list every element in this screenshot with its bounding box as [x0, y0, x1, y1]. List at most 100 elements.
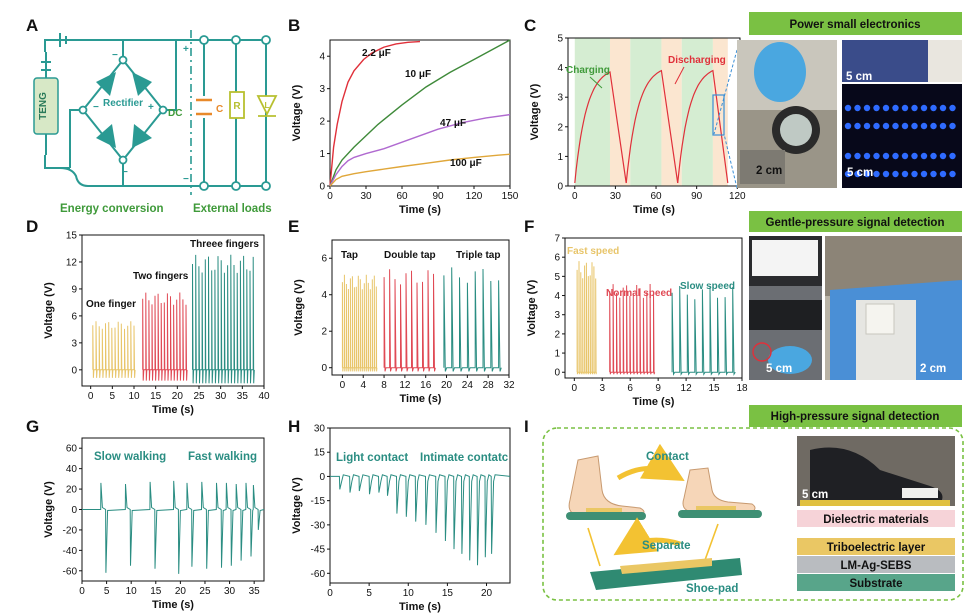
- charge-cycle-2: [677, 69, 729, 184]
- layer-label-2: LM-Ag-SEBS: [841, 560, 912, 572]
- foot-lifted-illustration: [566, 455, 646, 520]
- panel-c-photos: Power small electronics 2 cm 5 cm 5 cm: [712, 12, 962, 189]
- discharging-pointer: [674, 66, 685, 85]
- plot-frame: [81, 234, 265, 387]
- x-tick-label: 30: [610, 191, 622, 202]
- slow-walking-label: Slow walking: [94, 451, 166, 463]
- y-tick-label: 0: [557, 182, 563, 193]
- fast-walking-label: Fast walking: [188, 451, 257, 463]
- pulse-train-0: [341, 274, 378, 372]
- panel-d: D 0 5 10 15 20 25 30 35 40 0 3 6 9 12 15 Time (s) Voltage…: [26, 217, 270, 416]
- shade-band-4: [681, 38, 713, 186]
- panel-f-letter: F: [524, 217, 534, 236]
- y-tick-label: -15: [311, 496, 326, 507]
- y-tick-label: 20: [66, 485, 78, 496]
- contact-signal: [330, 473, 511, 566]
- y-tick-label: 0: [319, 182, 325, 193]
- panel-c-letter: C: [524, 16, 536, 35]
- y-tick-label: -45: [311, 545, 326, 556]
- photo-i-scale-label: 5 cm: [802, 489, 828, 501]
- led-dot: [882, 104, 890, 112]
- x-tick-label: 120: [729, 191, 746, 202]
- led-dot: [873, 152, 880, 160]
- ground-symbol: [59, 33, 67, 47]
- discharging-annotation: Discharging: [668, 55, 726, 66]
- led-dot: [930, 122, 937, 130]
- x-tick-label: 15: [442, 588, 454, 599]
- led-dot: [920, 152, 928, 160]
- series-line-1: [329, 39, 511, 187]
- layer-swatch-2: [797, 556, 955, 573]
- x-tick-label: 18: [736, 383, 748, 394]
- led-dot: [882, 170, 890, 178]
- series-label-1: 10 μF: [405, 69, 431, 80]
- x-axis-label: Time (s): [633, 204, 675, 216]
- x-tick-label: 32: [503, 380, 515, 391]
- pulse-train-1: [383, 269, 436, 372]
- led-dot: [892, 170, 899, 178]
- terminals: [78, 35, 271, 191]
- led-dot: [930, 170, 937, 178]
- series-label-2: 47 μF: [440, 118, 466, 129]
- y-tick-label: 0: [554, 368, 560, 379]
- charging-annotation: Charging: [566, 65, 610, 76]
- pulse-train-0: [92, 321, 136, 378]
- led-dot: [882, 122, 890, 130]
- group-label-2: Threee fingers: [190, 239, 259, 250]
- y-tick-label: 6: [321, 254, 327, 265]
- led-dot: [901, 104, 909, 112]
- shade-band-5: [712, 38, 728, 186]
- banner-gentle-pressure: [749, 211, 962, 232]
- x-tick-label: 8: [381, 380, 387, 391]
- dc-minus: −: [183, 174, 189, 185]
- x-tick-label: 0: [79, 586, 85, 597]
- y-tick-label: 0: [319, 472, 325, 483]
- y-tick-label: 0: [71, 365, 77, 376]
- led-label: L: [265, 101, 270, 110]
- y-axis-label: Voltage (V): [43, 282, 55, 339]
- y-tick-label: 4: [319, 52, 325, 63]
- x-tick-label: 60: [650, 191, 662, 202]
- x-tick-label: 150: [502, 191, 519, 202]
- y-tick-label: 3: [71, 338, 77, 349]
- y-tick-label: 6: [71, 311, 77, 322]
- y-tick-label: 3: [554, 310, 560, 321]
- led-dot: [920, 122, 928, 130]
- pulse-train-2: [192, 254, 255, 384]
- y-tick-label: 4: [557, 63, 563, 74]
- panel-b: B 0 30 60 90 120 150 0 1 2 3 4 Time (s) Voltage (V) 2.…: [288, 16, 519, 216]
- led-dot: [854, 152, 861, 160]
- led-dot: [949, 170, 956, 178]
- x-tick-label: 5: [104, 586, 110, 597]
- x-tick-label: 40: [258, 391, 270, 402]
- group-label-1: Two fingers: [133, 271, 189, 282]
- y-tick-label: -30: [311, 520, 326, 531]
- led-dot: [854, 170, 861, 178]
- x-tick-label: 120: [466, 191, 483, 202]
- charging-pointer: [589, 76, 603, 89]
- y-tick-label: 2: [557, 122, 563, 133]
- layer-swatch-0: [797, 510, 955, 527]
- panel-i: I High-pressure signal detection Contact…: [524, 405, 964, 601]
- series-label-3: 100 μF: [450, 158, 482, 169]
- led-dot: [892, 152, 899, 160]
- banner-gentle-pressure-text: Gentle-pressure signal detection: [766, 217, 945, 229]
- group-label-1: Normal speed: [606, 288, 672, 299]
- charge-cycle-1: [625, 69, 679, 184]
- contact-label: Contact: [646, 451, 689, 463]
- x-tick-label: 90: [691, 191, 703, 202]
- x-tick-label: 10: [126, 586, 138, 597]
- x-tick-label: 0: [572, 191, 578, 202]
- y-tick-label: -20: [63, 525, 78, 536]
- led-dot: [863, 104, 871, 112]
- plot-frame: [329, 39, 511, 187]
- y-tick-label: 3: [557, 93, 563, 104]
- group-label-0: Fast speed: [567, 246, 619, 257]
- x-tick-label: 0: [88, 391, 94, 402]
- y-tick-label: -40: [63, 546, 78, 557]
- rect-plus-right: +: [148, 102, 154, 113]
- series-line-0: [329, 40, 421, 187]
- y-tick-label: -60: [63, 566, 78, 577]
- x-tick-label: 5: [110, 391, 116, 402]
